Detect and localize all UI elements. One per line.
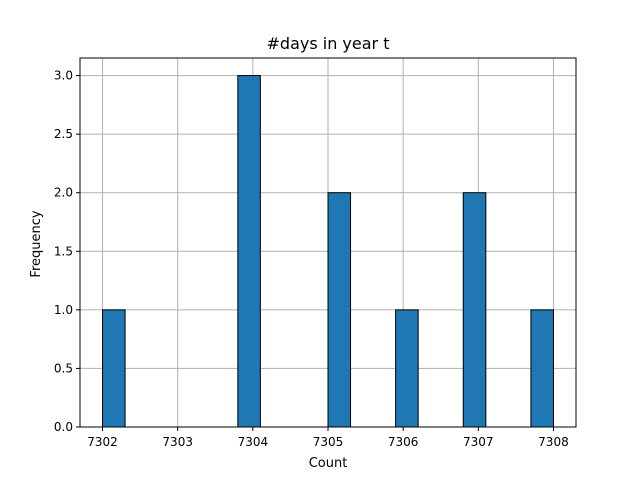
histogram-bar: [395, 309, 419, 428]
x-tick-label: 7305: [313, 435, 344, 449]
y-tick-label: 0.0: [54, 420, 73, 434]
y-axis-ticks: 0.0 0.5 1.0 1.5 2.0 2.5 3.0: [54, 69, 80, 434]
histogram-bar: [462, 192, 487, 428]
histogram-bar: [102, 309, 126, 428]
chart-title: #days in year t: [267, 34, 390, 53]
x-tick-label: 7303: [162, 435, 193, 449]
y-tick-label: 1.0: [54, 303, 73, 317]
x-tick-label: 7307: [463, 435, 494, 449]
y-tick-label: 3.0: [54, 69, 73, 83]
histogram-bar: [530, 309, 554, 428]
y-tick-label: 1.5: [54, 244, 73, 258]
x-tick-label: 7306: [388, 435, 419, 449]
x-tick-label: 7304: [238, 435, 269, 449]
y-tick-label: 2.5: [54, 127, 73, 141]
histogram-bar: [327, 192, 352, 428]
x-tick-label: 7308: [538, 435, 569, 449]
y-tick-label: 2.0: [54, 186, 73, 200]
y-axis-label: Frequency: [29, 210, 44, 277]
x-axis-label: Count: [309, 456, 348, 471]
x-axis-ticks: 7302 7303 7304 7305 7306 7307 7308: [87, 427, 569, 449]
x-tick-label: 7302: [87, 435, 118, 449]
y-tick-label: 0.5: [54, 361, 73, 375]
histogram-bar: [237, 75, 261, 428]
